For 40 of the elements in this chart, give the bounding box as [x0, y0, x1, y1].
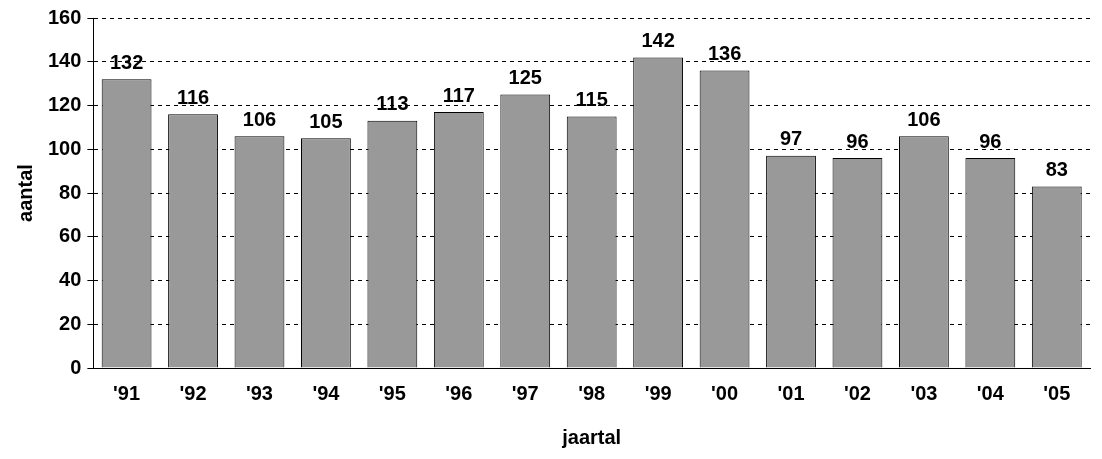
y-tick-label: 160: [47, 5, 82, 28]
data-label: 132: [109, 50, 144, 73]
data-label: 83: [1045, 157, 1068, 180]
x-tick-label: '00: [711, 381, 739, 404]
data-label: 142: [641, 28, 675, 51]
y-tick-label: 60: [59, 224, 82, 247]
y-tick-label: 40: [59, 268, 82, 291]
data-label: 136: [707, 42, 742, 65]
data-label: 96: [979, 129, 1002, 152]
x-tick-label: '03: [910, 381, 938, 404]
y-tick-label: 120: [47, 93, 82, 116]
y-tick-label: 0: [70, 355, 82, 378]
x-tick-label: '04: [976, 381, 1005, 404]
y-tick-label: 80: [59, 180, 82, 203]
data-label: 97: [779, 127, 803, 150]
y-axis-title: aantal: [13, 164, 36, 222]
x-tick-label: '94: [312, 381, 341, 404]
x-tick-label: '01: [777, 381, 805, 404]
x-axis-title: jaartal: [561, 425, 622, 448]
x-tick-label: '98: [578, 381, 606, 404]
x-tick-label: '93: [245, 381, 273, 404]
data-label: 96: [846, 129, 869, 152]
x-tick-label: '97: [511, 381, 539, 404]
y-tick-label: 100: [47, 136, 82, 159]
y-tick-label: 140: [47, 49, 82, 72]
data-label: 113: [376, 92, 409, 115]
data-label: 106: [907, 107, 941, 130]
x-tick-label: '99: [644, 381, 672, 404]
x-tick-label: '02: [843, 381, 871, 404]
data-label: 105: [309, 109, 343, 132]
data-label: 117: [442, 83, 475, 106]
x-tick-label: '96: [445, 381, 473, 404]
x-tick-label: '92: [179, 381, 207, 404]
x-tick-label: '05: [1043, 381, 1071, 404]
x-tick-label: '95: [378, 381, 406, 404]
x-tick-label: '91: [113, 381, 141, 404]
data-label: 106: [242, 107, 277, 130]
data-label: 116: [176, 85, 210, 108]
y-tick-label: 20: [59, 311, 82, 334]
data-label: 125: [508, 66, 542, 89]
